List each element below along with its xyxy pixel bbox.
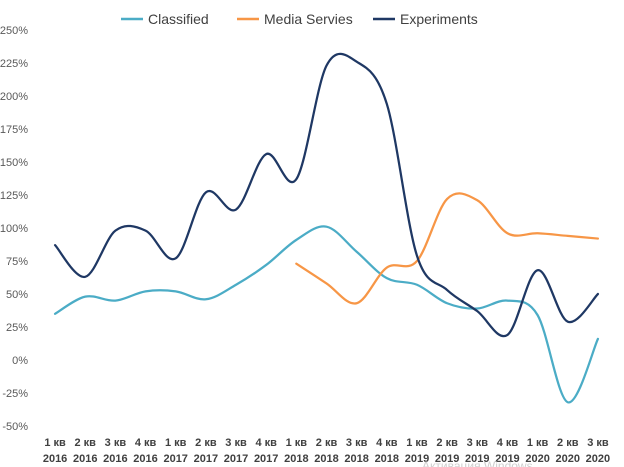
y-tick-label: 75%	[6, 256, 28, 268]
x-tick-label: 3 кв 2018	[344, 437, 368, 465]
x-tick-label: 1 кв 2019	[405, 437, 429, 465]
series-line-classified	[53, 225, 600, 404]
x-tick-label: 2 кв 2017	[194, 437, 218, 465]
y-tick-label: 125%	[0, 190, 28, 202]
series-line-experiments	[53, 52, 600, 338]
x-tick-label: 2 кв 2019	[435, 437, 459, 465]
series-line-media-servies	[295, 192, 600, 305]
x-tick-label: 3 кв 2020	[586, 437, 610, 465]
y-tick-label: 225%	[0, 58, 28, 70]
x-tick-label: 1 кв 2017	[163, 437, 187, 465]
y-tick-label: -25%	[2, 388, 28, 400]
y-tick-label: 25%	[6, 322, 28, 334]
y-tick-label: 200%	[0, 91, 28, 103]
y-tick-label: 175%	[0, 124, 28, 136]
x-tick-label: 4 кв 2016	[133, 437, 157, 465]
y-tick-label: 100%	[0, 223, 28, 235]
legend-label-classified: Classified	[148, 11, 209, 27]
y-axis: -50% -25% 0% 25% 50% 75% 100% 125% 150% 175% 200% 2…	[0, 25, 28, 433]
legend-label-media-servies: Media Servies	[264, 11, 353, 27]
x-tick-label: 3 кв 2019	[465, 437, 489, 465]
legend-label-experiments: Experiments	[400, 11, 478, 27]
series-layer	[53, 52, 600, 404]
chart-legend: Classified Media Servies Experiments	[121, 11, 478, 27]
y-tick-label: -50%	[2, 421, 28, 433]
x-tick-label: 4 кв 2018	[375, 437, 399, 465]
x-tick-label: 3 кв 2016	[103, 437, 127, 465]
x-tick-label: 4 кв 2017	[254, 437, 278, 465]
y-tick-label: 250%	[0, 25, 28, 37]
x-tick-label: 2 кв 2016	[73, 437, 97, 465]
x-tick-label: 2 кв 2020	[556, 437, 580, 465]
os-watermark: Активация Windows	[422, 459, 533, 467]
y-tick-label: 150%	[0, 157, 28, 169]
x-tick-label: 3 кв 2017	[224, 437, 248, 465]
x-tick-label: 1 кв 2016	[43, 437, 67, 465]
y-tick-label: 50%	[6, 289, 28, 301]
y-tick-label: 0%	[12, 355, 28, 367]
x-tick-label: 4 кв 2019	[495, 437, 519, 465]
x-tick-label: 1 кв 2018	[284, 437, 308, 465]
x-tick-label: 2 кв 2018	[314, 437, 338, 465]
x-tick-label: 1 кв 2020	[525, 437, 549, 465]
